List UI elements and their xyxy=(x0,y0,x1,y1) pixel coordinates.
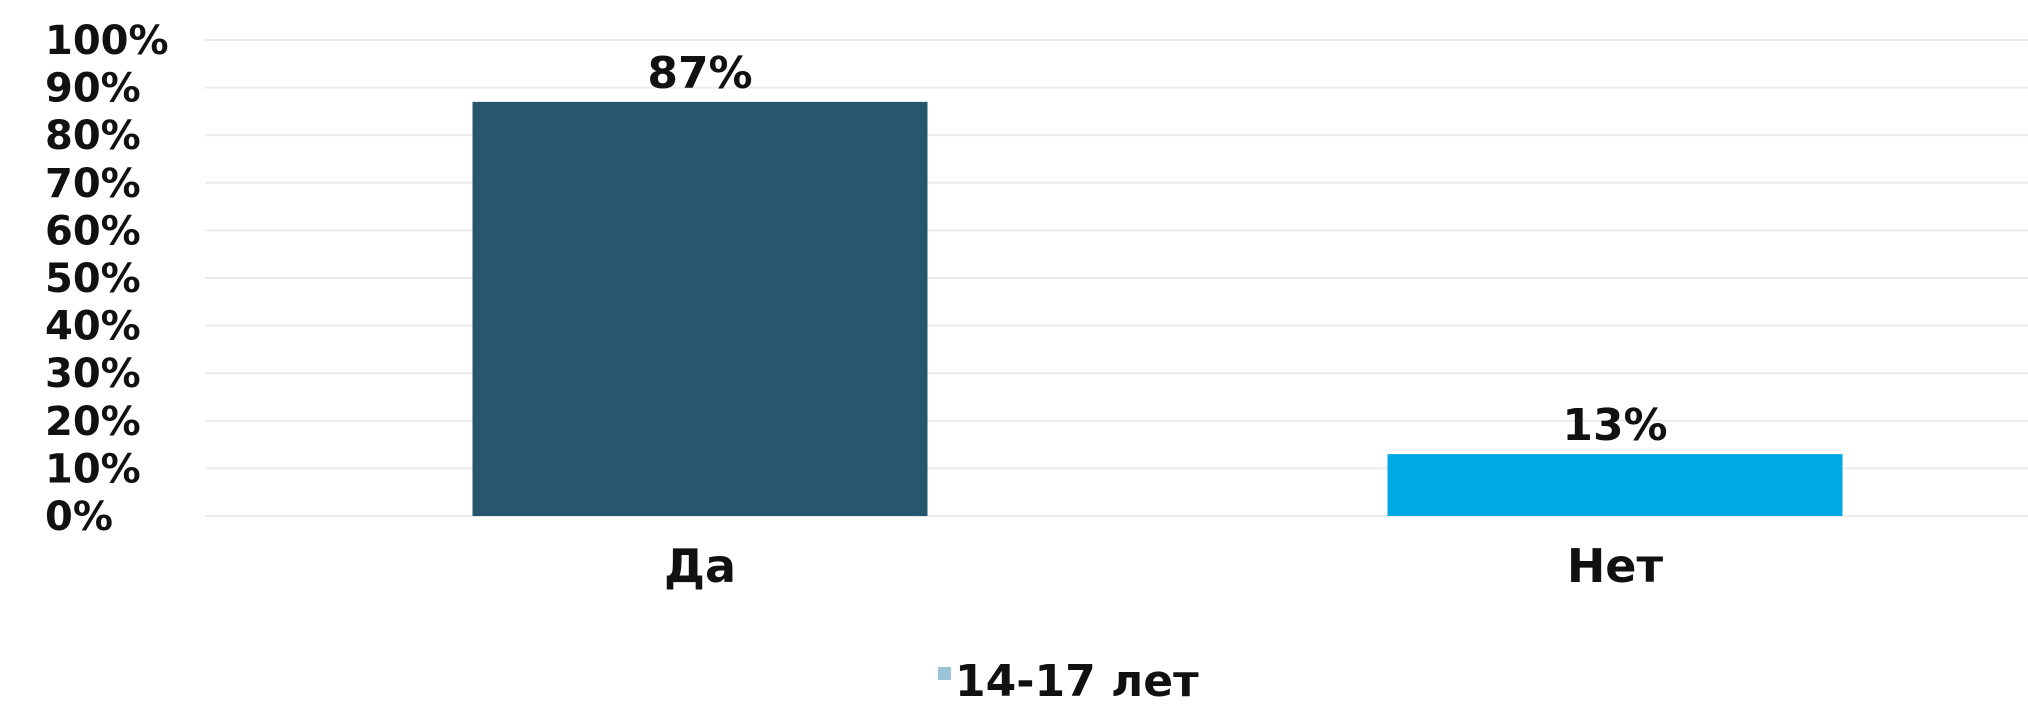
y-tick-label: 100% xyxy=(45,18,169,64)
legend-label: 14-17 лет xyxy=(955,656,1199,702)
y-tick-label: 10% xyxy=(45,446,141,492)
category-label: Да xyxy=(664,539,736,593)
y-tick-label: 90% xyxy=(45,66,141,112)
data-label: 13% xyxy=(1562,400,1667,451)
y-tick-label: 80% xyxy=(45,113,141,159)
category-label: Нет xyxy=(1567,539,1664,593)
y-tick-label: 0% xyxy=(45,494,113,540)
y-tick-label: 30% xyxy=(45,351,141,397)
legend-swatch xyxy=(938,667,951,680)
y-tick-label: 40% xyxy=(45,304,141,350)
bar xyxy=(1387,454,1843,516)
x-axis-categories: Да Нет xyxy=(664,539,1664,593)
y-tick-label: 60% xyxy=(45,208,141,254)
y-tick-label: 70% xyxy=(45,161,141,207)
data-label: 87% xyxy=(647,48,752,99)
data-labels: 87% 13% xyxy=(647,48,1667,451)
legend: 14-17 лет xyxy=(938,656,1199,706)
y-tick-label: 50% xyxy=(45,256,141,302)
bars xyxy=(472,101,1843,516)
y-axis-ticks: 0%10%20%30%40%50%60%70%80%90%100% xyxy=(45,18,169,540)
y-tick-label: 20% xyxy=(45,399,141,445)
bar xyxy=(472,101,928,516)
